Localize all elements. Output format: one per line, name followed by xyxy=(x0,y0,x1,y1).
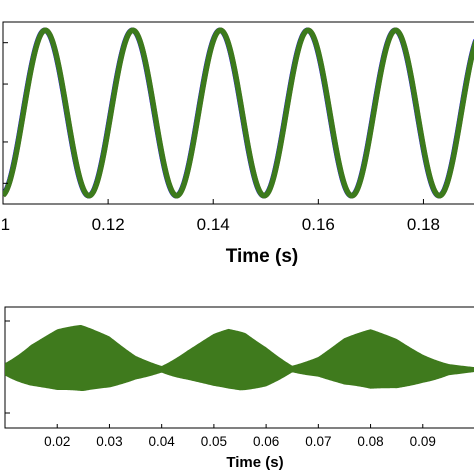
series-area xyxy=(5,324,474,392)
bottom-x-tick-label-1: 0.03 xyxy=(96,434,122,449)
bottom-x-tick-label-3: 0.05 xyxy=(201,434,227,449)
bottom-x-tick-label-2: 0.04 xyxy=(149,434,176,449)
bottom-x-tick-label-5: 0.07 xyxy=(305,434,331,449)
bottom-x-tick-label-0: 0.02 xyxy=(44,434,70,449)
top-x-tick-label-0: .1 xyxy=(0,215,10,234)
top-x-tick-label-4: 0.18 xyxy=(407,215,440,234)
top-series-group xyxy=(3,27,474,199)
top-x-axis-label: Time (s) xyxy=(226,246,299,267)
top-x-tick-label-1: 0.12 xyxy=(92,215,125,234)
top-x-ticks: .1 0.12 0.14 0.16 0.18 xyxy=(0,199,440,234)
top-plot-frame xyxy=(2,21,474,205)
top-x-tick-label-2: 0.14 xyxy=(197,215,230,234)
bottom-chart: 0.02 0.03 0.04 0.05 0.06 0.07 0.08 0.09 Time (s… xyxy=(4,306,474,471)
bottom-x-tick-label-7: 0.09 xyxy=(410,434,436,449)
bottom-x-tick-label-6: 0.08 xyxy=(357,434,383,449)
top-x-tick-label-3: 0.16 xyxy=(302,215,335,234)
bottom-x-tick-label-4: 0.06 xyxy=(253,434,279,449)
series-line-3 xyxy=(3,27,474,199)
top-chart: .1 0.12 0.14 0.16 0.18 Time (s) xyxy=(0,21,474,267)
bottom-x-axis-label: Time (s) xyxy=(226,454,283,471)
bottom-series-group xyxy=(5,320,474,414)
bottom-x-ticks: 0.02 0.03 0.04 0.05 0.06 0.07 0.08 0.09 xyxy=(44,424,436,449)
